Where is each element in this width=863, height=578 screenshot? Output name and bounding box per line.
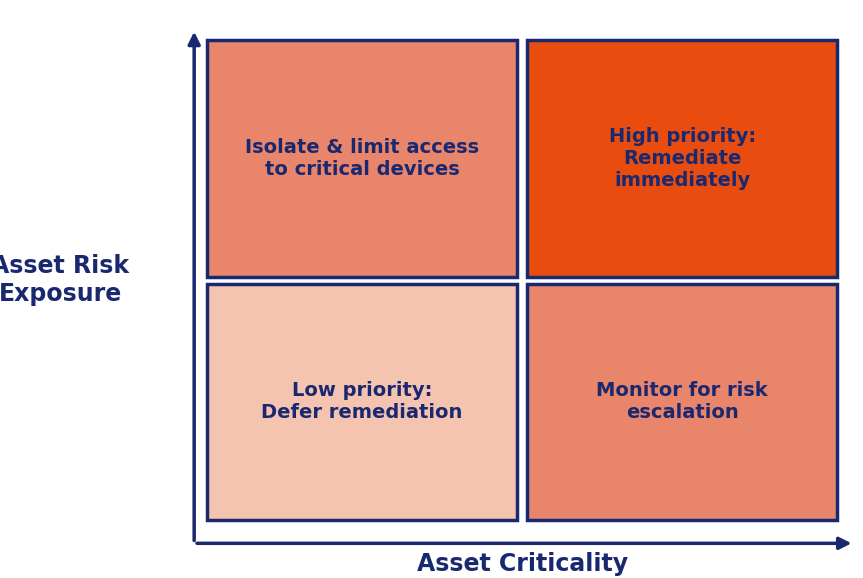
Text: Low priority:
Defer remediation: Low priority: Defer remediation	[261, 381, 463, 423]
Text: Asset Criticality: Asset Criticality	[417, 551, 627, 576]
Text: High priority:
Remediate
immediately: High priority: Remediate immediately	[608, 127, 756, 190]
Text: Asset Risk
Exposure: Asset Risk Exposure	[0, 254, 129, 306]
Bar	[527, 40, 837, 277]
Bar	[207, 284, 517, 520]
Bar	[527, 284, 837, 520]
Text: Monitor for risk
escalation: Monitor for risk escalation	[596, 381, 768, 423]
Text: Isolate & limit access
to critical devices: Isolate & limit access to critical devic…	[245, 138, 479, 179]
Bar	[207, 40, 517, 277]
